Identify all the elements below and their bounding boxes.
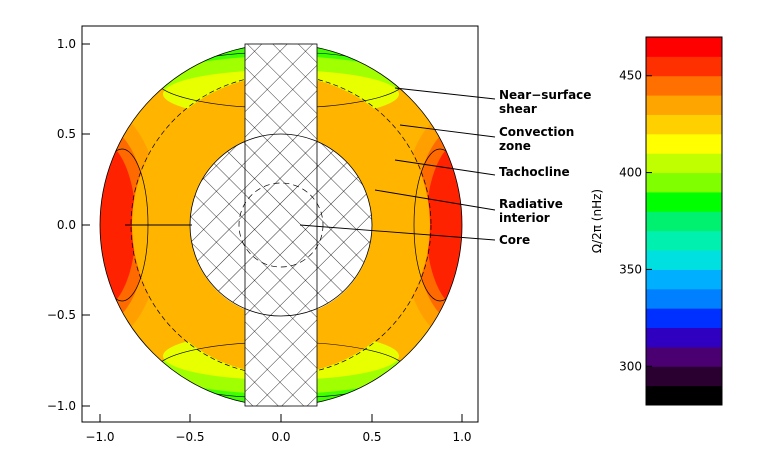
label-radiative-line2: interior — [499, 211, 550, 225]
x-tick-label: 0.0 — [271, 430, 290, 444]
x-tick-label: −1.0 — [85, 430, 114, 444]
label-near-surface-line1: Near−surface — [499, 88, 591, 102]
colorbar-segment — [646, 191, 722, 212]
label-near-surface-line2: shear — [499, 102, 537, 116]
label-tachocline: Tachocline — [499, 165, 570, 179]
colorbar-segment — [646, 366, 722, 387]
colorbar-segment — [646, 114, 722, 135]
y-tick-label: 1.0 — [57, 37, 76, 51]
label-convection-line1: Convection — [499, 125, 574, 139]
y-tick-label: −0.5 — [47, 308, 76, 322]
x-tick-label: −0.5 — [175, 430, 204, 444]
x-axis — [99, 414, 463, 422]
colorbar-segment — [646, 346, 722, 367]
colorbar-ticks: 450 400 350 300 — [619, 69, 652, 373]
colorbar-segment — [646, 153, 722, 174]
annotation-lines — [125, 87, 496, 241]
colorbar-segment — [646, 288, 722, 309]
colorbar-segment — [646, 172, 722, 193]
label-convection-line2: zone — [499, 139, 531, 153]
label-radiative-line1: Radiative — [499, 197, 563, 211]
y-tick-label: 0.0 — [57, 218, 76, 232]
colorbar-segment — [646, 385, 722, 406]
colorbar-segment — [646, 308, 722, 329]
colorbar-segment — [646, 269, 722, 290]
colorbar-segment — [646, 250, 722, 270]
colorbar-title: Ω/2π (nHz) — [590, 189, 604, 253]
x-tick-label: 0.5 — [362, 430, 381, 444]
colorbar-tick-label: 400 — [619, 166, 642, 180]
colorbar-segment — [646, 95, 722, 115]
plot-frame — [81, 25, 479, 423]
colorbar-segment — [646, 37, 722, 57]
colorbar-segment — [646, 211, 722, 232]
x-tick-label: 1.0 — [452, 430, 471, 444]
colorbar-segment — [646, 133, 722, 154]
colorbar-frame — [645, 36, 723, 406]
colorbar-segment — [646, 230, 722, 251]
colorbar-segment — [646, 327, 722, 348]
y-tick-label: 0.5 — [57, 127, 76, 141]
colorbar-tick-label: 450 — [619, 69, 642, 83]
colorbar-segment — [646, 56, 722, 77]
label-core: Core — [499, 233, 530, 247]
colorbar-tick-label: 350 — [619, 262, 642, 276]
y-tick-label: −1.0 — [47, 399, 76, 413]
y-axis — [82, 43, 90, 407]
colorbar-tick-label: 300 — [619, 359, 642, 373]
colorbar — [646, 37, 722, 406]
colorbar-segment — [646, 75, 722, 96]
